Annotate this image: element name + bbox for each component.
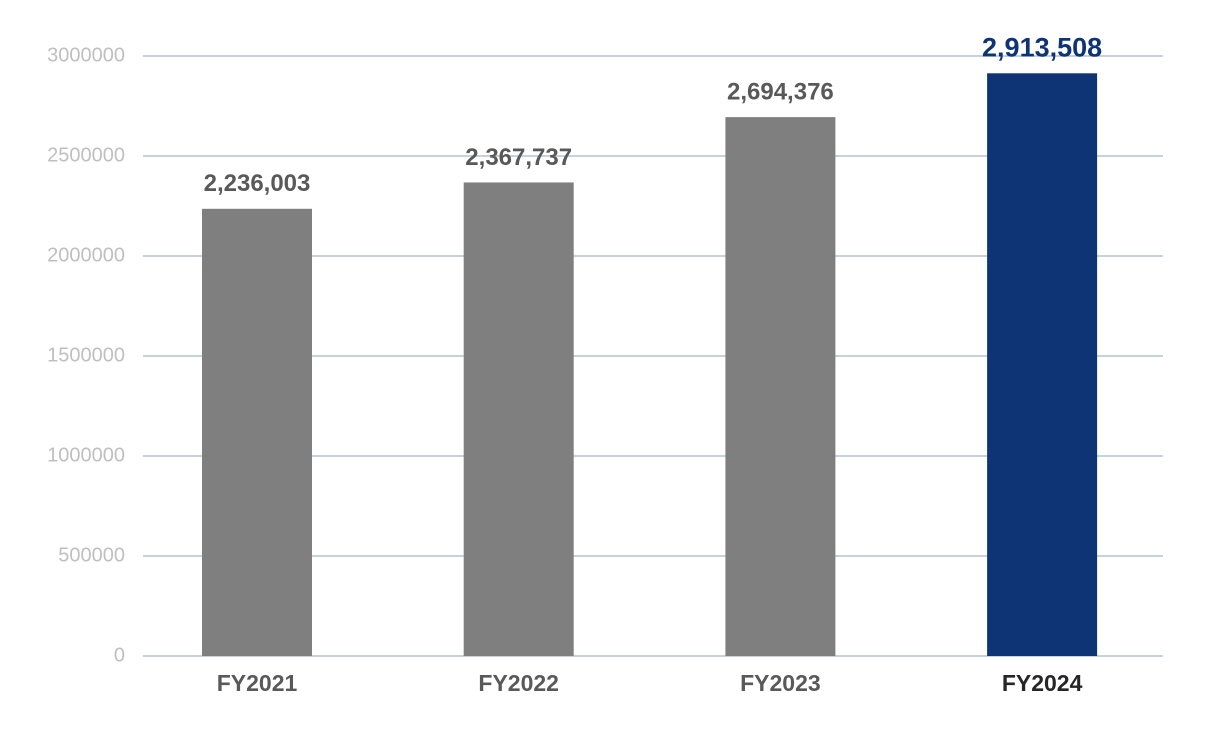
x-tick-label: FY2022 [478, 670, 559, 696]
y-tick-label: 0 [114, 644, 125, 666]
y-tick-label: 2000000 [47, 244, 125, 266]
y-tick-label: 1000000 [47, 444, 125, 466]
value-label: 2,694,376 [727, 78, 834, 105]
y-tick-label: 2500000 [47, 144, 125, 166]
bar [987, 73, 1098, 656]
x-tick-label: FY2023 [740, 670, 821, 696]
y-tick-label: 500000 [58, 544, 125, 566]
y-tick-label: 3000000 [47, 44, 125, 66]
y-tick-label: 1500000 [47, 344, 125, 366]
bar [725, 117, 836, 656]
value-label: 2,367,737 [465, 144, 572, 171]
value-label: 2,236,003 [204, 170, 311, 197]
x-tick-label: FY2021 [217, 670, 298, 696]
bar [202, 208, 312, 657]
bar [463, 182, 574, 656]
value-label: 2,913,508 [982, 32, 1102, 62]
x-tick-label: FY2024 [1002, 670, 1083, 696]
